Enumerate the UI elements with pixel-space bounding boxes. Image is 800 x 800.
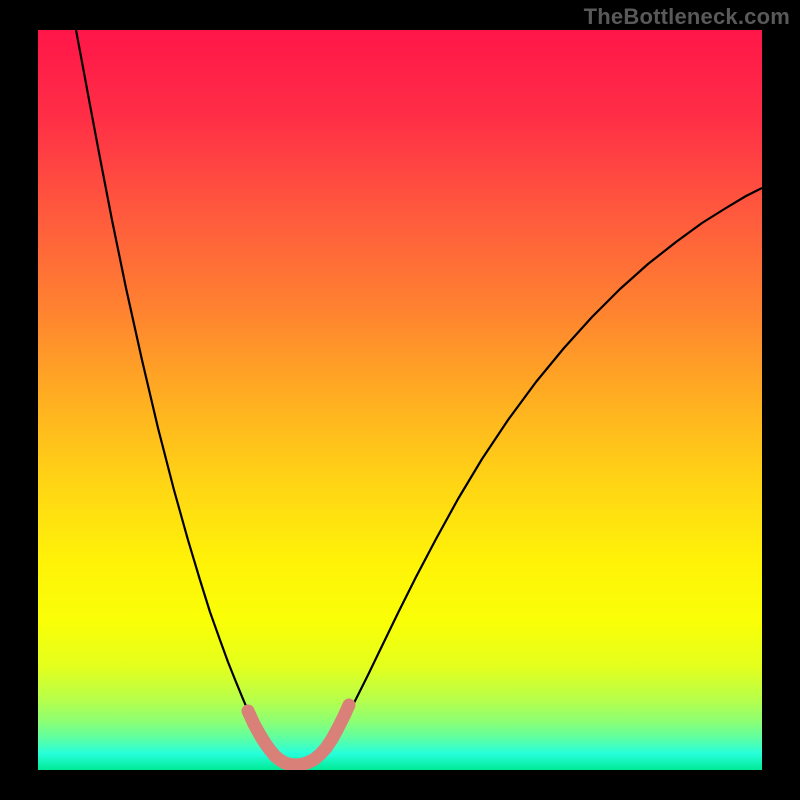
watermark-text: TheBottleneck.com bbox=[584, 4, 790, 30]
chart-frame: TheBottleneck.com bbox=[0, 0, 800, 800]
gradient-background bbox=[38, 30, 762, 770]
plot-area bbox=[38, 30, 762, 770]
plot-svg bbox=[38, 30, 762, 770]
